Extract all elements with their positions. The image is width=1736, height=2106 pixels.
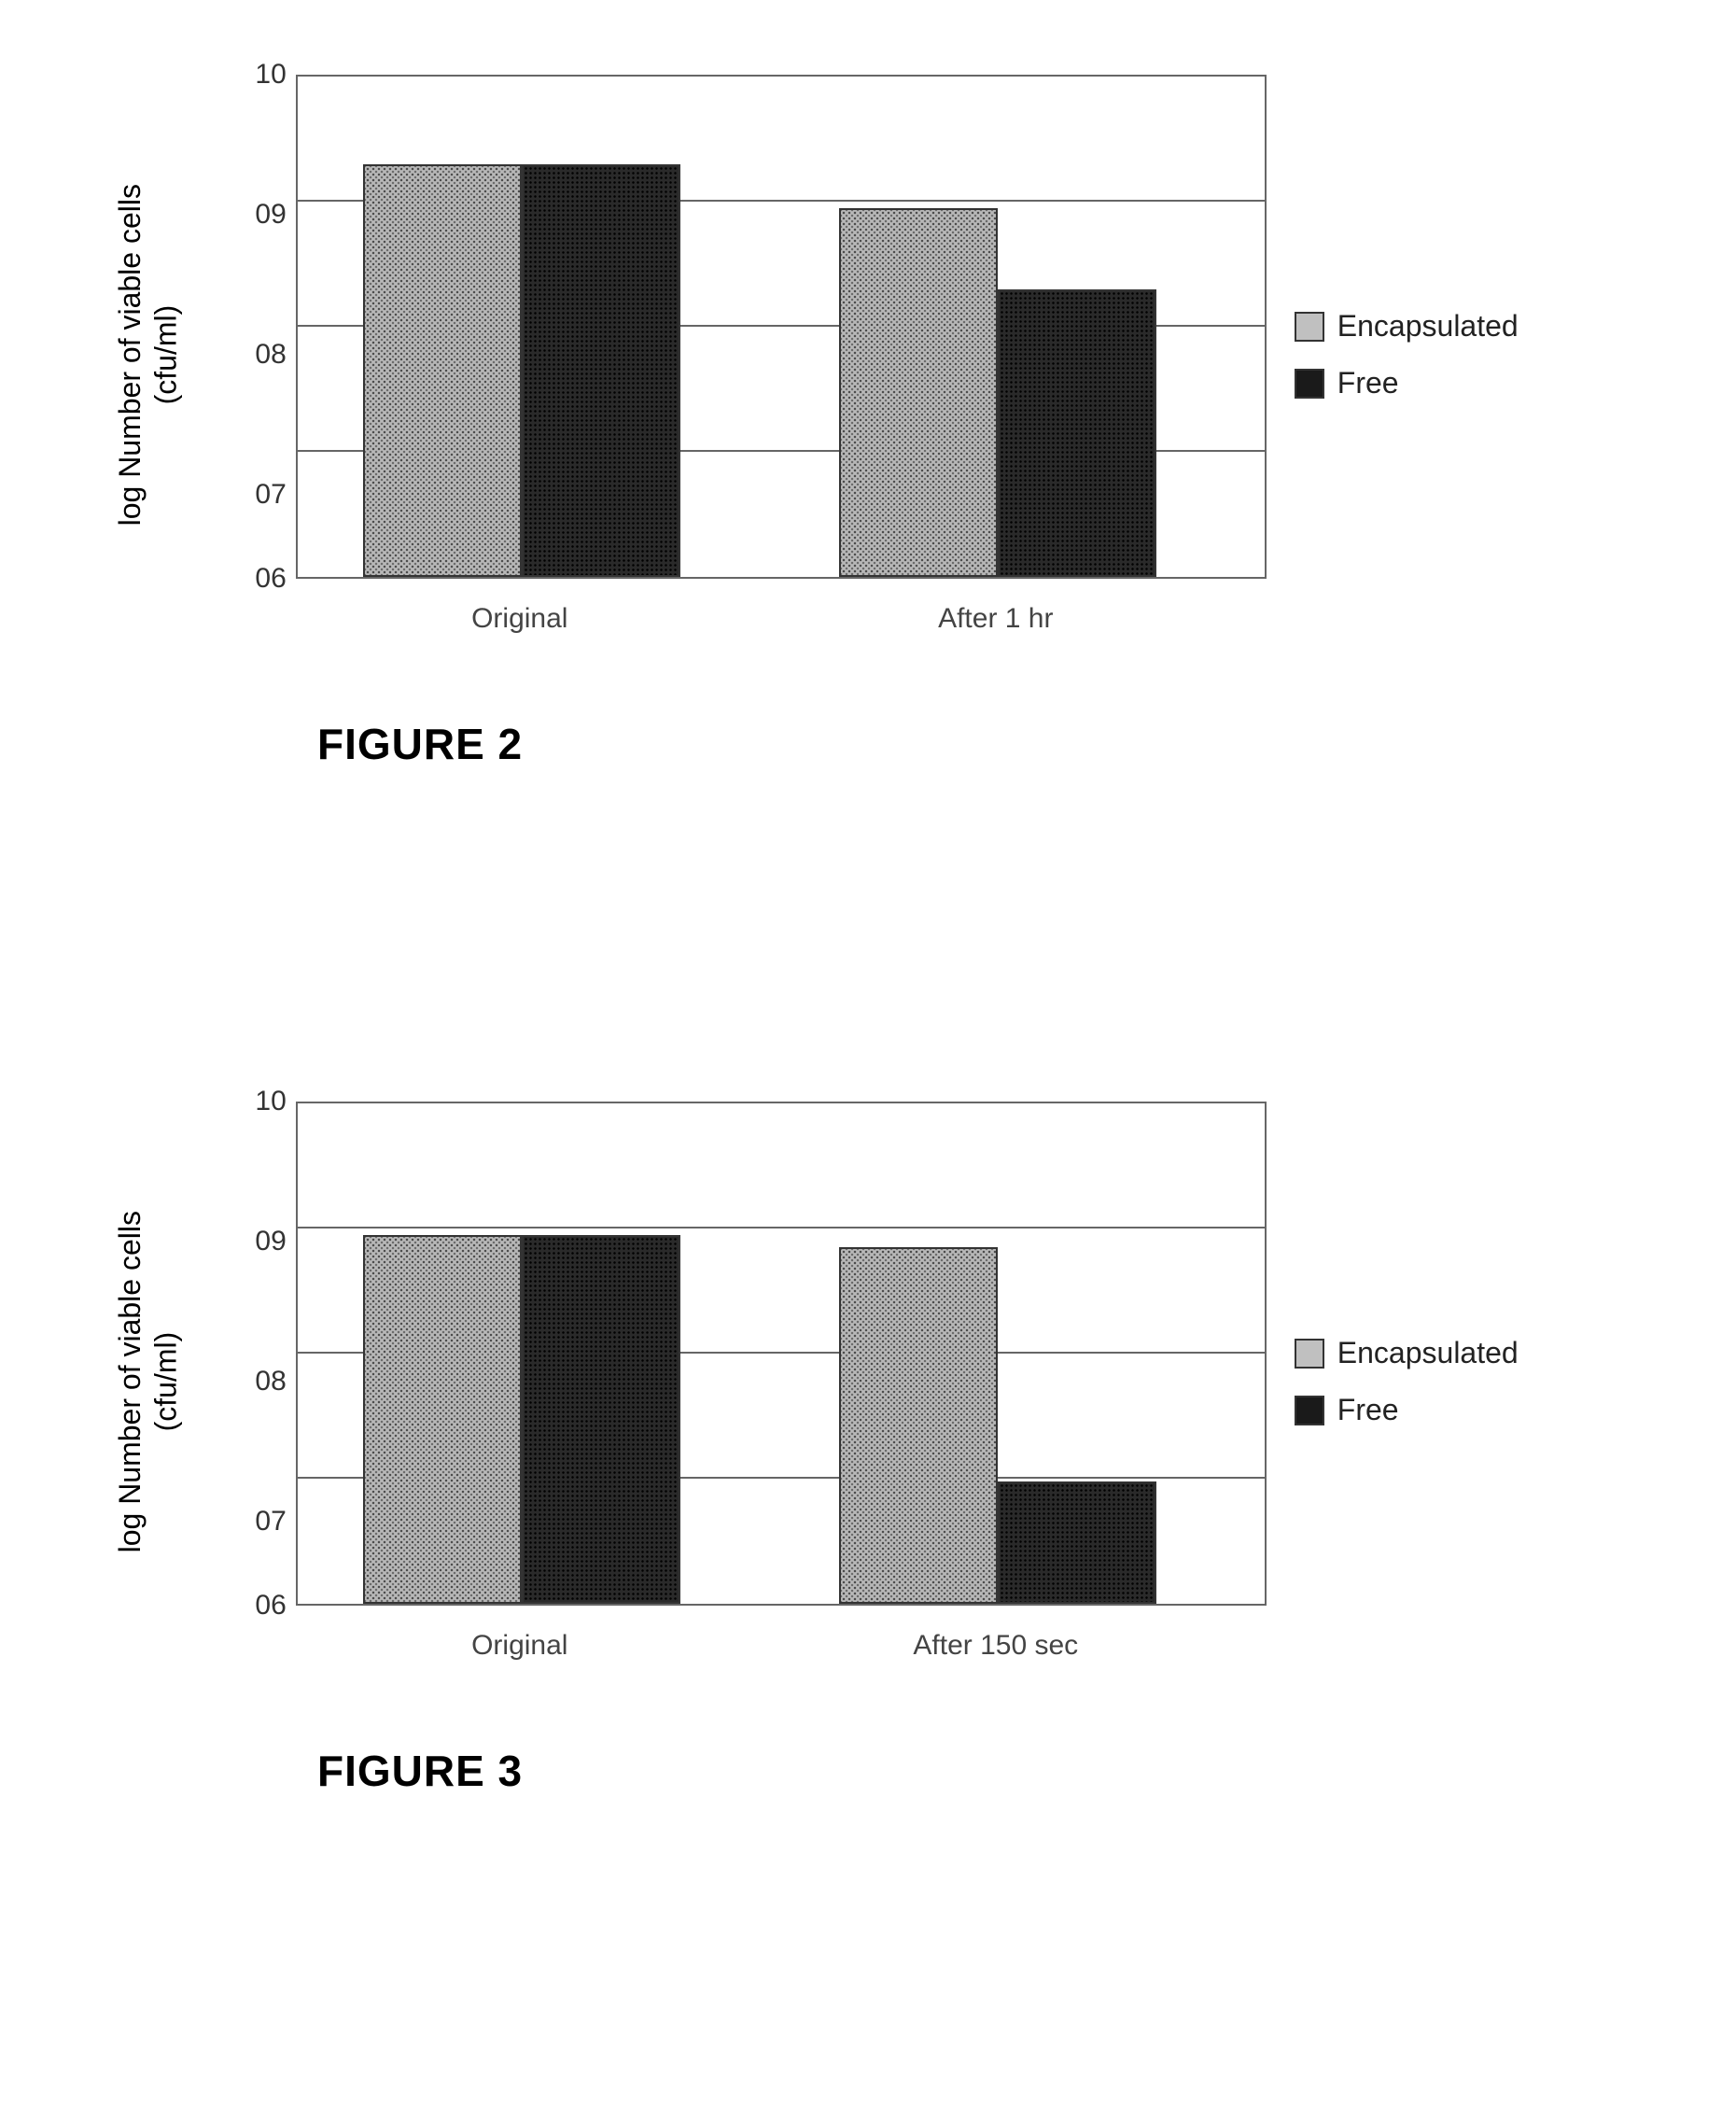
legend-label: Free	[1337, 1393, 1399, 1427]
figure-3-caption: FIGURE 3	[317, 1746, 1624, 1796]
figure-2-chart-wrap: log Number of viable cells (cfu/ml) 10 0…	[112, 75, 1624, 635]
legend-swatch-icon	[1295, 369, 1324, 399]
legend-swatch-icon	[1295, 1396, 1324, 1425]
page: log Number of viable cells (cfu/ml) 10 0…	[0, 0, 1736, 2106]
xtick-label: Original	[471, 603, 567, 635]
ytick-label: 09	[203, 199, 287, 231]
bar-encapsulated	[839, 208, 998, 577]
ytick-label: 10	[203, 1086, 287, 1117]
legend-swatch-icon	[1295, 1339, 1324, 1369]
bar-free	[998, 1481, 1156, 1604]
figure-2-chart: 10 09 08 07 06 Orig	[203, 75, 1267, 635]
figure-3-ylabel: log Number of viable cells (cfu/ml)	[112, 1211, 184, 1552]
figure-3-chart: 10 09 08 07 06 Original After 1	[203, 1102, 1267, 1662]
xtick-label: After 150 sec	[913, 1630, 1078, 1662]
ytick-label: 06	[203, 1590, 287, 1622]
figure-3-block: log Number of viable cells (cfu/ml) 10 0…	[112, 1102, 1624, 1796]
figure-2-caption: FIGURE 2	[317, 719, 1624, 769]
legend-item-free: Free	[1295, 366, 1519, 400]
legend-item-encapsulated: Encapsulated	[1295, 1336, 1519, 1370]
ytick-label: 09	[203, 1226, 287, 1257]
ytick-label: 08	[203, 1366, 287, 1397]
gridline	[298, 1227, 1265, 1228]
legend-label: Encapsulated	[1337, 1336, 1519, 1370]
legend-item-free: Free	[1295, 1393, 1519, 1427]
figure-3-legend: Encapsulated Free	[1295, 1336, 1519, 1427]
legend-label: Encapsulated	[1337, 309, 1519, 344]
ytick-label: 07	[203, 1506, 287, 1537]
bar-free	[522, 164, 680, 577]
figure-2-block: log Number of viable cells (cfu/ml) 10 0…	[112, 75, 1624, 769]
ytick-label: 08	[203, 339, 287, 371]
xtick-label: Original	[471, 1630, 567, 1662]
ytick-label: 10	[203, 59, 287, 91]
bar-free	[998, 289, 1156, 577]
bar-encapsulated	[363, 1235, 522, 1604]
figure-2-legend: Encapsulated Free	[1295, 309, 1519, 400]
ytick-label: 06	[203, 563, 287, 595]
ytick-label: 07	[203, 479, 287, 511]
figure-3-chart-wrap: log Number of viable cells (cfu/ml) 10 0…	[112, 1102, 1624, 1662]
legend-swatch-icon	[1295, 312, 1324, 342]
bar-encapsulated	[839, 1247, 998, 1604]
legend-item-encapsulated: Encapsulated	[1295, 309, 1519, 344]
figure-3-plot-area	[296, 1102, 1267, 1606]
xtick-label: After 1 hr	[938, 603, 1053, 635]
legend-label: Free	[1337, 366, 1399, 400]
bar-encapsulated	[363, 164, 522, 577]
figure-2-ylabel: log Number of viable cells (cfu/ml)	[112, 184, 184, 526]
bar-free	[522, 1235, 680, 1604]
figure-2-plot-area	[296, 75, 1267, 579]
